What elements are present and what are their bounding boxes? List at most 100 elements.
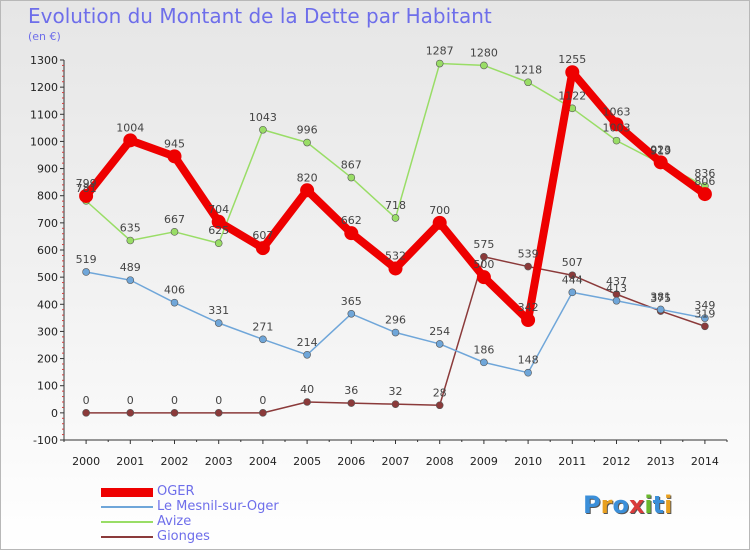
data-label: 28 [433, 386, 447, 399]
data-label: 36 [344, 384, 358, 397]
y-tick-label: 400 [37, 298, 58, 311]
data-label: 718 [385, 199, 406, 212]
data-point [388, 261, 403, 276]
data-label: 349 [694, 299, 715, 312]
data-point [214, 319, 223, 327]
data-point [170, 409, 179, 417]
y-tick-label: 1100 [30, 108, 58, 121]
data-point [303, 398, 311, 406]
data-point [568, 271, 577, 280]
y-tick-label: 1300 [30, 54, 58, 67]
data-point [480, 61, 488, 70]
x-tick-label: 2014 [691, 455, 719, 468]
data-label: 919 [650, 144, 671, 157]
data-point [170, 298, 179, 307]
data-label: 148 [518, 354, 539, 367]
x-tick-label: 2000 [72, 455, 100, 468]
data-label: 820 [297, 171, 318, 184]
data-point [347, 309, 356, 318]
y-tick-label: 300 [37, 325, 58, 338]
data-point [435, 401, 444, 410]
data-label: 700 [429, 204, 450, 217]
data-label: 0 [215, 394, 222, 407]
y-tick-label: 1200 [30, 81, 58, 94]
data-label: 186 [473, 343, 494, 356]
legend-label: Avize [157, 514, 192, 529]
data-label: 867 [341, 159, 362, 172]
x-tick-label: 2002 [161, 455, 189, 468]
y-tick-label: 1000 [30, 135, 58, 148]
x-tick-label: 2005 [293, 455, 321, 468]
data-label: 319 [694, 307, 715, 320]
data-label: 1063 [603, 105, 631, 118]
data-label: 214 [297, 336, 318, 349]
data-label: 667 [164, 213, 185, 226]
x-tick-label: 2008 [426, 455, 454, 468]
data-label: 406 [164, 284, 185, 297]
data-point [476, 270, 491, 285]
data-label: 625 [208, 224, 229, 237]
data-label: 607 [252, 229, 273, 242]
x-tick-label: 2007 [382, 455, 410, 468]
data-label: 1255 [558, 53, 586, 66]
data-point [435, 59, 444, 68]
data-point [259, 125, 267, 134]
data-label: 331 [208, 304, 229, 317]
data-label: 806 [694, 175, 715, 188]
data-point [214, 239, 223, 248]
data-label: 635 [120, 222, 141, 235]
data-point [126, 409, 135, 417]
data-label: 0 [171, 394, 178, 407]
data-point [347, 173, 356, 182]
data-label: 0 [127, 394, 134, 407]
data-point [435, 340, 444, 348]
data-point [568, 288, 577, 297]
data-point [565, 65, 580, 80]
data-point [432, 215, 447, 230]
data-point [167, 149, 182, 164]
data-label: 365 [341, 295, 362, 308]
data-label: 32 [389, 385, 403, 398]
data-point [170, 228, 179, 236]
x-tick-label: 2010 [514, 455, 542, 468]
data-point [82, 268, 90, 276]
legend-swatch [101, 536, 153, 538]
x-tick-label: 2001 [116, 455, 144, 468]
data-point [653, 155, 668, 170]
data-point [612, 296, 621, 305]
data-point [609, 117, 624, 132]
data-label: 271 [252, 320, 273, 333]
y-tick-label: 700 [37, 217, 58, 230]
x-tick-label: 2004 [249, 455, 277, 468]
proxiti-logo: Proxiti [583, 491, 673, 519]
legend-swatch [101, 521, 153, 523]
data-label: 381 [650, 290, 671, 303]
data-label: 0 [259, 394, 266, 407]
data-label: 662 [341, 214, 362, 227]
data-point [656, 305, 665, 314]
data-label: 539 [518, 248, 539, 261]
data-point [211, 214, 226, 229]
data-point [259, 335, 267, 344]
data-point [126, 276, 135, 284]
legend-swatch [101, 506, 153, 508]
data-label: 254 [429, 325, 450, 338]
legend-swatch [101, 487, 153, 497]
y-tick-label: 100 [37, 380, 58, 393]
legend-label: Le Mesnil-sur-Oger [157, 499, 279, 514]
data-label: 923 [650, 143, 671, 156]
data-label: 413 [606, 282, 627, 295]
data-label: 1122 [558, 89, 586, 102]
x-tick-label: 2009 [470, 455, 498, 468]
data-point [524, 78, 532, 87]
data-label: 437 [606, 275, 627, 288]
data-label: 575 [473, 238, 494, 251]
data-point [521, 313, 536, 328]
data-label: 836 [694, 167, 715, 180]
data-point [524, 262, 532, 271]
legend-label: Gionges [157, 529, 210, 544]
data-point [701, 314, 709, 322]
data-point [126, 236, 135, 245]
